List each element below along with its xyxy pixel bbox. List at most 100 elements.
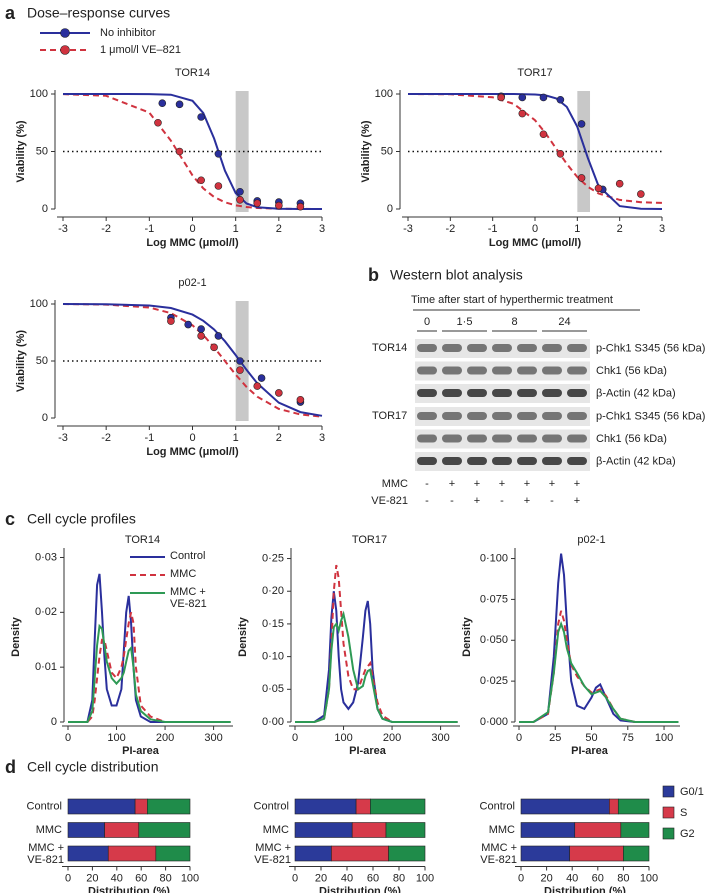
blot-row-label: β-Actin (42 kDa) [596, 455, 676, 467]
blot-band [417, 457, 437, 465]
fit-curve [62, 303, 323, 418]
blot-band [517, 434, 537, 443]
data-point [236, 366, 244, 374]
data-point [497, 93, 505, 102]
x-tick-label: 100 [416, 872, 434, 884]
y-tick-label: 0·025 [480, 675, 508, 687]
bar-segment [623, 845, 650, 862]
blot-band [467, 457, 487, 465]
x-tick-label: 80 [393, 872, 405, 884]
blot-row-label: Chk1 (56 kDa) [596, 433, 667, 445]
x-axis-label: Distribution (%) [319, 885, 401, 893]
data-point [214, 332, 223, 340]
x-tick-label: 2 [617, 223, 623, 235]
x-tick-label: 0 [292, 732, 298, 744]
blot-band [492, 389, 512, 397]
legend-label: S [680, 807, 687, 819]
density-line [295, 564, 458, 723]
bar-segment [107, 845, 157, 862]
blot-band [567, 412, 587, 420]
blot-band [467, 412, 487, 420]
bar-segment [617, 798, 650, 815]
y-tick-label: 0 [51, 716, 57, 728]
data-point [236, 187, 244, 196]
blot-band [417, 412, 437, 420]
legend-label: MMC [170, 568, 197, 580]
data-point [637, 190, 645, 198]
bar-segment [134, 798, 148, 815]
blot-band [467, 434, 487, 443]
data-point [275, 389, 283, 397]
x-tick-label: 100 [107, 732, 125, 744]
x-tick-label: 20 [86, 872, 98, 884]
legend-label: MMC + VE-821 [170, 586, 207, 610]
blot-band [442, 366, 462, 375]
bar-segment [155, 845, 191, 862]
x-axis-label: PI-area [122, 745, 160, 757]
x-tick-label: 0 [532, 223, 538, 235]
y-tick-label: 0·10 [262, 651, 284, 663]
panel-title: Cell cycle distribution [27, 759, 159, 775]
density-line [519, 620, 679, 723]
x-tick-label: -2 [101, 432, 111, 444]
y-tick-label: 0·050 [480, 634, 508, 646]
blot-band [542, 412, 562, 420]
category-label: Control [27, 800, 62, 812]
blot-band [442, 457, 462, 465]
category-label-box: MMC + VE-821 [254, 842, 291, 866]
bar-segment [294, 845, 332, 862]
time-label: 24 [558, 316, 570, 328]
fit-curve [62, 93, 323, 210]
data-point [539, 130, 548, 139]
blot-band [567, 366, 587, 375]
x-axis-label: Log MMC (μmol/l) [489, 237, 582, 249]
category-label: MMC + VE-821 [480, 841, 517, 866]
data-point [615, 179, 624, 188]
blot-band [542, 457, 562, 465]
data-point [257, 374, 266, 382]
bar-segment [520, 822, 576, 838]
legend-label-box: Control [170, 550, 205, 562]
data-point [210, 343, 218, 352]
y-tick-label: 0·20 [262, 585, 284, 597]
x-tick-label: 0 [189, 223, 195, 235]
x-tick-label: -1 [144, 223, 154, 235]
x-tick-label: -2 [101, 223, 111, 235]
y-tick-label: 0 [387, 203, 393, 215]
blot-band [492, 366, 512, 375]
x-tick-label: -3 [58, 432, 68, 444]
y-axis-label: Density [10, 616, 22, 657]
x-tick-label: 100 [334, 732, 352, 744]
y-axis-label: Viability (%) [15, 330, 27, 392]
legend-swatch [662, 785, 675, 798]
blot-band [517, 412, 537, 420]
blot-row-label: β-Actin (42 kDa) [596, 387, 676, 399]
blot-band [517, 389, 537, 397]
bar-segment [138, 822, 191, 838]
bar-segment [520, 798, 610, 815]
bar-segment [620, 822, 650, 838]
blot-band [467, 366, 487, 375]
y-tick-label: 0·15 [262, 618, 284, 630]
y-tick-label: 0·000 [480, 716, 508, 728]
blot-band [492, 412, 512, 420]
treatment-label: MMC [382, 478, 408, 490]
data-point [236, 196, 244, 204]
data-point [518, 109, 527, 118]
x-tick-label: 300 [431, 732, 449, 744]
x-tick-label: 25 [549, 732, 561, 744]
y-tick-label: 0·02 [35, 606, 57, 618]
blot-band [492, 434, 512, 443]
x-tick-label: 0 [65, 872, 71, 884]
y-tick-label: 0·00 [262, 716, 284, 728]
y-tick-label: 0·03 [35, 551, 57, 563]
sample-label: TOR14 [372, 342, 407, 354]
x-tick-label: 3 [319, 223, 325, 235]
data-point [577, 174, 586, 182]
category-label: Control [480, 800, 515, 812]
panel-title: Dose–response curves [27, 5, 170, 21]
chart-title: TOR17 [352, 534, 387, 546]
blot-band [492, 344, 512, 352]
x-tick-label: 0 [292, 872, 298, 884]
density-line [68, 573, 231, 723]
